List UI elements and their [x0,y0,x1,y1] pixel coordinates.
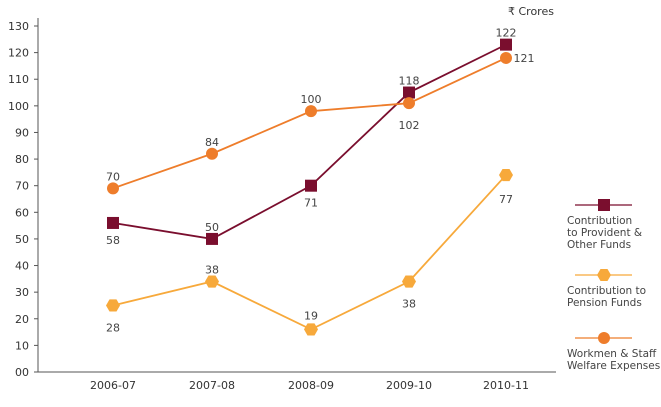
data-label: 19 [304,309,318,322]
y-tick-label: 80 [15,153,29,166]
data-label: 102 [399,119,420,132]
data-label: 28 [106,321,120,334]
data-point [206,232,218,245]
series-line [112,57,507,190]
x-tick-label: 2009-10 [386,379,432,392]
legend-label: Pension Funds [567,297,642,309]
data-point [403,97,415,110]
data-point [107,182,119,195]
data-label: 38 [205,264,219,277]
x-tick-label: 2008-09 [288,379,334,392]
legend-label: Workmen & Staff [567,348,657,360]
y-axis-ticks: 00 10 20 30 40 50 60 70 80 90 100 110 120 130 [8,20,38,379]
y-tick-label: 30 [15,286,29,299]
data-label: 58 [106,234,120,247]
legend-label: to Provident & [567,227,642,239]
series-2: 28 38 19 38 77 [106,168,513,336]
data-label: 100 [301,93,322,106]
data-label: 118 [399,75,420,88]
data-label: 50 [205,221,219,234]
legend-label: Welfare Expenses [567,360,660,372]
y-tick-label: 60 [15,206,29,219]
data-point [206,147,218,160]
data-point [205,275,219,288]
series-3: 70 84 100 102 121 [106,51,535,195]
y-tick-label: 20 [15,313,29,326]
series-1: 58 50 71 118 122 [106,27,517,247]
y-tick-label: 120 [8,47,29,60]
y-tick-label: 100 [8,100,29,113]
y-tick-label: 90 [15,126,29,139]
data-point [500,38,512,51]
x-tick-label: 2006-07 [90,379,136,392]
data-point [106,299,120,312]
data-label: 121 [514,52,535,65]
x-tick-label: 2010-11 [483,379,529,392]
data-label: 77 [499,193,513,206]
data-point [305,105,317,118]
legend-marker [598,199,610,211]
series-line [112,43,507,240]
legend-label: Other Funds [567,239,631,251]
data-point [403,86,415,99]
y-tick-label: 50 [15,233,29,246]
unit-label: ₹ Crores [508,5,554,18]
legend-marker [598,332,610,344]
legend-label: Contribution [567,215,632,227]
data-point [305,179,317,192]
data-point [304,323,318,336]
x-tick-label: 2007-08 [189,379,235,392]
legend-label: Contribution to [567,285,646,297]
axes [37,18,556,373]
data-label: 38 [402,298,416,311]
data-point [499,168,513,182]
y-tick-label: 70 [15,180,29,193]
data-label: 84 [205,136,219,149]
y-tick-label: 00 [15,366,29,379]
y-tick-label: 10 [15,339,29,352]
data-label: 122 [496,27,517,40]
data-label: 71 [304,197,318,210]
legend-marker [597,268,611,282]
y-tick-label: 110 [8,73,29,86]
y-tick-label: 130 [8,20,29,33]
data-point [402,275,416,288]
y-tick-label: 40 [15,260,29,273]
x-axis-ticks: 2006-07 2007-08 2008-09 2009-10 2010-11 [90,379,529,392]
series-group: 58 50 71 118 122 28 38 19 38 77 70 84 100 102 121 [106,27,535,336]
data-label: 70 [106,170,120,183]
data-point [500,51,512,64]
data-point [107,216,119,229]
